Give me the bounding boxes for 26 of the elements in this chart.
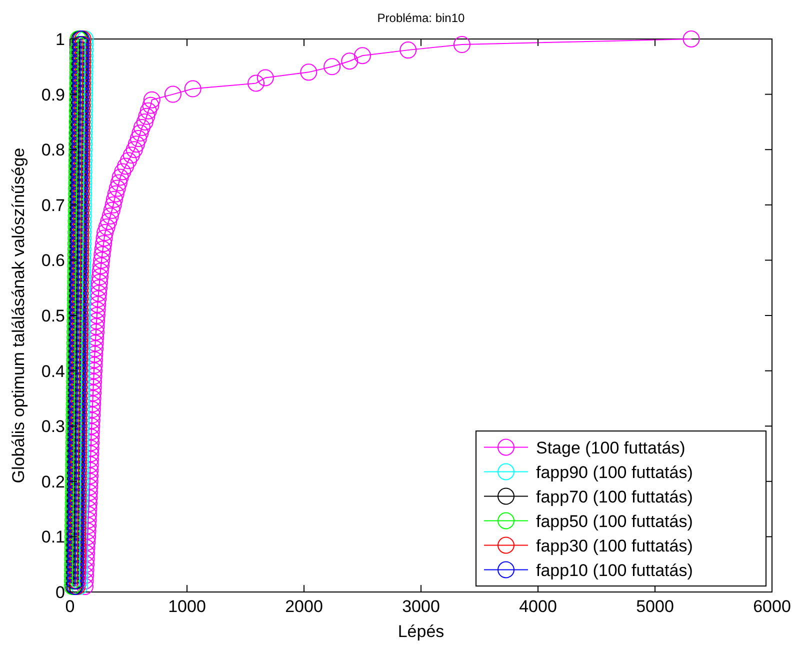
y-tick-label: 0.6 <box>41 251 65 270</box>
y-tick-label: 1 <box>56 30 65 49</box>
y-tick-label: 0.4 <box>41 362 65 381</box>
y-axis-title: Globális optimum találásának valószínűsége <box>9 148 28 484</box>
x-tick-label: 4000 <box>519 597 557 616</box>
x-tick-label: 5000 <box>636 597 674 616</box>
x-tick-label: 3000 <box>402 597 440 616</box>
x-tick-label: 2000 <box>285 597 323 616</box>
y-tick-label: 0.5 <box>41 306 65 326</box>
legend-label: fapp70 (100 futtatás) <box>536 487 693 506</box>
legend-label: fapp10 (100 futtatás) <box>536 560 693 580</box>
y-tick-label: 0.8 <box>41 140 65 160</box>
legend-label: fapp90 (100 futtatás) <box>536 462 693 482</box>
x-tick-label: 1000 <box>168 597 206 616</box>
x-tick-label: 6000 <box>753 597 791 616</box>
y-tick-label: 0.1 <box>41 528 65 547</box>
legend-label: fapp30 (100 futtatás) <box>536 536 693 556</box>
chart-title: Probléma: bin10 <box>377 11 466 25</box>
legend-label: Stage (100 futtatás) <box>536 438 686 458</box>
y-tick-label: 0.2 <box>41 472 65 492</box>
x-axis-title: Lépés <box>398 622 444 641</box>
y-tick-label: 0.7 <box>41 196 65 215</box>
y-tick-label: 0 <box>56 583 65 602</box>
y-tick-label: 0.9 <box>41 85 65 104</box>
legend-label: fapp50 (100 futtatás) <box>536 512 693 531</box>
y-tick-label: 0.3 <box>41 417 65 436</box>
